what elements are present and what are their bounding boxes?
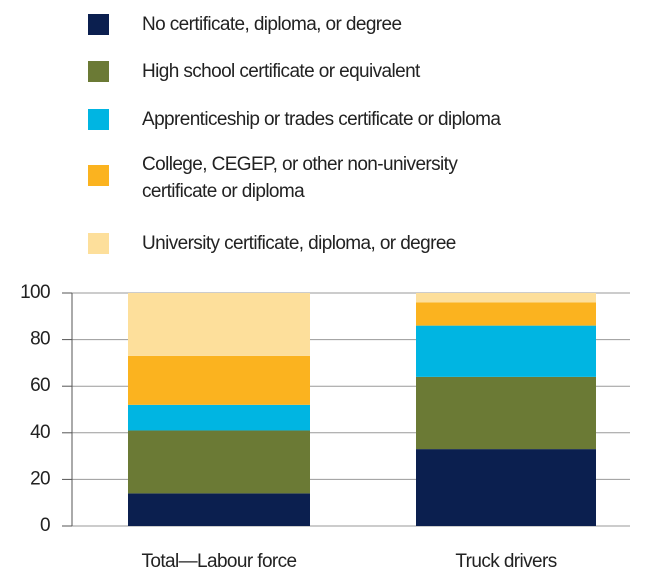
legend-swatch: [88, 233, 109, 254]
bar-segment: [128, 293, 310, 356]
x-tick-label: Truck drivers: [455, 551, 556, 572]
legend-swatch: [88, 165, 109, 186]
y-tick-label: 100: [20, 282, 50, 303]
legend-label: College, CEGEP, or other non-university …: [142, 154, 458, 202]
x-tick-label: Total—Labour force: [141, 551, 296, 572]
legend-label: No certificate, diploma, or degree: [142, 14, 402, 35]
y-tick-label: 60: [30, 375, 50, 396]
legend-swatch: [88, 14, 109, 35]
bar-segment: [416, 325, 596, 377]
bar-segment: [416, 376, 596, 450]
bar-segment: [128, 355, 310, 405]
y-tick-label: 0: [40, 515, 50, 536]
y-tick-label: 80: [30, 329, 50, 350]
bar-segment: [416, 293, 596, 303]
bar-segment: [128, 493, 310, 526]
legend-label: University certificate, diploma, or degr…: [142, 233, 456, 254]
bar-segment: [128, 430, 310, 494]
legend-label: Apprenticeship or trades certificate or …: [142, 109, 501, 130]
y-tick-label: 20: [30, 468, 50, 489]
bar-segment: [128, 404, 310, 431]
legend-swatch: [88, 109, 109, 130]
bar-segment: [416, 449, 596, 526]
legend-swatch: [88, 61, 109, 82]
bar-segment: [416, 302, 596, 326]
y-tick-label: 40: [30, 422, 50, 443]
legend-label: High school certificate or equivalent: [142, 61, 420, 82]
